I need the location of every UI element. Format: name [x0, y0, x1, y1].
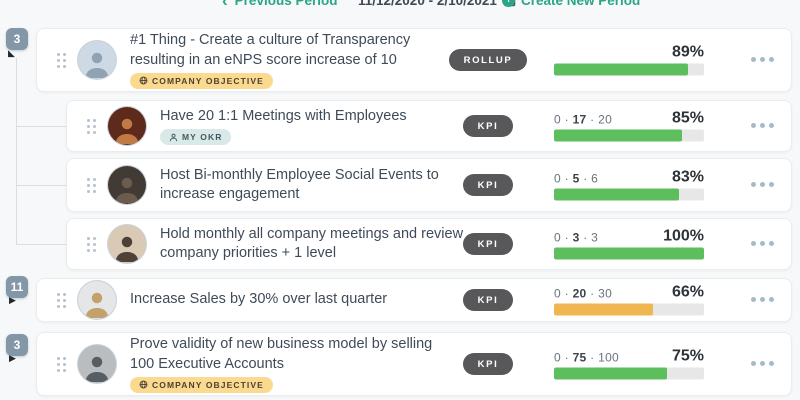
drag-handle-icon[interactable]: [87, 177, 90, 181]
okr-row[interactable]: Prove validity of new business model by …: [36, 332, 792, 396]
objective-title[interactable]: Host Bi-monthly Employee Social Events t…: [160, 166, 439, 202]
kpi-values: 0 · 20 · 30: [554, 286, 613, 301]
progress-percent: 66%: [671, 283, 704, 301]
okr-row[interactable]: #1 Thing - Create a culture of Transpare…: [36, 28, 792, 92]
create-new-period-button[interactable]: Create New Period: [502, 0, 640, 10]
progress-block: 0 · 5 · 6 83%: [554, 168, 704, 201]
owner-avatar: [108, 166, 146, 204]
date-range-label: 11/12/2020 - 2/10/2021: [358, 0, 497, 8]
drag-handle-icon[interactable]: [57, 356, 60, 360]
period-date-range[interactable]: 11/12/2020 - 2/10/2021: [358, 0, 516, 10]
progress-percent: 89%: [671, 43, 704, 61]
globe-icon: [139, 380, 148, 389]
collapse-arrow-icon[interactable]: ◣: [8, 48, 15, 58]
tree-line-branch: [16, 185, 66, 186]
progress-fill: [554, 188, 679, 201]
globe-icon: [139, 76, 148, 85]
more-menu-button[interactable]: [751, 182, 775, 188]
objective-title[interactable]: Hold monthly all company meetings and re…: [160, 225, 464, 261]
create-new-period-label: Create New Period: [521, 0, 641, 8]
progress-fill: [554, 367, 667, 380]
previous-period-link[interactable]: ‹ Previous Period: [222, 0, 337, 10]
objective-title[interactable]: Increase Sales by 30% over last quarter: [130, 291, 388, 308]
progress-percent: 83%: [671, 168, 704, 186]
drag-handle-icon[interactable]: [87, 236, 90, 240]
children-count-badge[interactable]: 3: [6, 334, 28, 356]
more-menu-button[interactable]: [751, 57, 775, 63]
type-pill: ROLLUP: [448, 49, 528, 71]
progress-track: [554, 63, 704, 76]
owner-avatar: [78, 345, 116, 383]
objective-title[interactable]: #1 Thing - Create a culture of Transpare…: [130, 32, 411, 68]
tree-line-branch: [16, 126, 66, 127]
owner-avatar: [108, 107, 146, 145]
progress-block: 0 · 75 · 100 75%: [554, 347, 704, 380]
kpi-values: 0 · 3 · 3: [554, 230, 599, 245]
company-objective-tag: COMPANY OBJECTIVE: [130, 72, 273, 89]
plus-circle-icon: [502, 0, 515, 7]
progress-block: 89%: [554, 43, 704, 76]
progress-fill: [554, 247, 704, 260]
chevron-left-icon: ‹: [222, 0, 228, 10]
progress-block: 0 · 3 · 3 100%: [554, 227, 704, 260]
person-icon: [169, 133, 178, 141]
more-menu-button[interactable]: [751, 361, 775, 367]
previous-period-label: Previous Period: [234, 0, 338, 8]
kpi-values: 0 · 75 · 100: [554, 350, 620, 365]
progress-track: [554, 247, 704, 260]
expand-arrow-icon[interactable]: ▶: [9, 295, 16, 305]
kpi-values: 0 · 5 · 6: [554, 171, 599, 186]
okr-row[interactable]: Increase Sales by 30% over last quarter …: [36, 278, 792, 322]
tree-line-branch: [16, 244, 66, 245]
type-pill: KPI: [462, 174, 514, 196]
type-pill: KPI: [462, 233, 514, 255]
okr-row[interactable]: Host Bi-monthly Employee Social Events t…: [66, 158, 792, 212]
progress-block: 0 · 17 · 20 85%: [554, 109, 704, 142]
company-objective-tag: COMPANY OBJECTIVE: [130, 376, 273, 393]
owner-avatar: [78, 281, 116, 319]
okr-row[interactable]: Have 20 1:1 Meetings with Employees MY O…: [66, 100, 792, 152]
progress-block: 0 · 20 · 30 66%: [554, 283, 704, 316]
progress-percent: 100%: [663, 227, 704, 245]
owner-avatar: [108, 225, 146, 263]
progress-track: [554, 188, 704, 201]
progress-fill: [554, 303, 653, 316]
progress-track: [554, 367, 704, 380]
progress-fill: [554, 129, 682, 142]
more-menu-button[interactable]: [751, 297, 775, 303]
objective-title[interactable]: Have 20 1:1 Meetings with Employees: [160, 107, 407, 124]
drag-handle-icon[interactable]: [57, 292, 60, 296]
tree-line-vertical: [16, 58, 17, 245]
type-pill: KPI: [462, 289, 514, 311]
more-menu-button[interactable]: [751, 241, 775, 247]
type-pill: KPI: [462, 115, 514, 137]
children-count-badge[interactable]: 11: [6, 276, 28, 298]
progress-percent: 75%: [671, 347, 704, 365]
owner-avatar: [78, 41, 116, 79]
kpi-values: 0 · 17 · 20: [554, 112, 613, 127]
progress-fill: [554, 63, 688, 76]
okr-row[interactable]: Hold monthly all company meetings and re…: [66, 218, 792, 270]
type-pill: KPI: [462, 353, 514, 375]
progress-percent: 85%: [671, 109, 704, 127]
my-okr-tag: MY OKR: [160, 129, 232, 146]
drag-handle-icon[interactable]: [57, 52, 60, 56]
progress-track: [554, 129, 704, 142]
progress-track: [554, 303, 704, 316]
objective-title[interactable]: Prove validity of new business model by …: [130, 336, 433, 372]
children-count-badge[interactable]: 3: [6, 28, 28, 50]
more-menu-button[interactable]: [751, 123, 775, 129]
expand-arrow-icon[interactable]: ▶: [9, 353, 16, 363]
drag-handle-icon[interactable]: [87, 118, 90, 122]
